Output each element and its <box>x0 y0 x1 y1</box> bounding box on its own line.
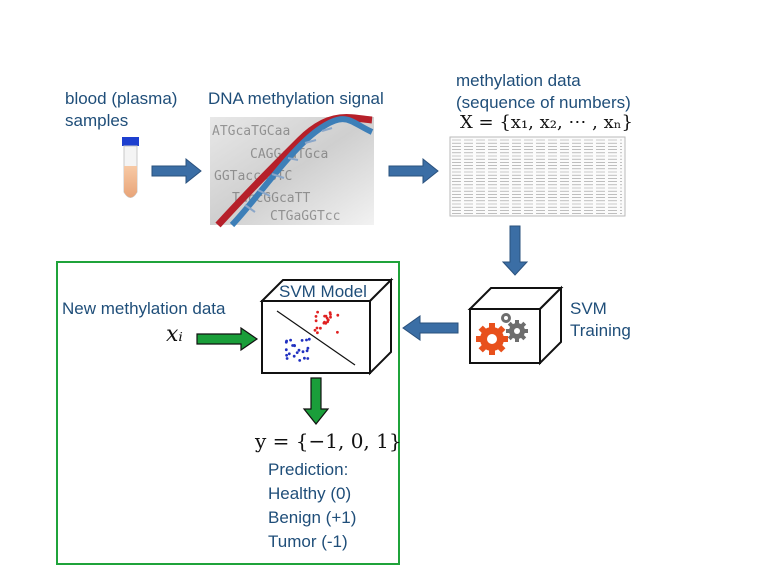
red-point <box>314 319 318 323</box>
output-formula: y = {−1, 0, 1} <box>255 429 402 453</box>
blue-cluster <box>284 337 311 362</box>
prediction-healthy: Healthy (0) <box>268 484 352 503</box>
blue-point <box>295 351 299 354</box>
red-point <box>319 326 322 330</box>
red-point <box>322 321 326 325</box>
red-point <box>329 315 332 319</box>
svg-text:CTGaGGTcc: CTGaGGTcc <box>270 209 340 224</box>
red-point <box>326 320 329 324</box>
data-formula: X = {x₁, x₂, ⋯ , xₙ} <box>460 112 633 133</box>
arrow-newdata-to-model <box>196 326 259 352</box>
arrow-training-to-model <box>402 315 459 341</box>
red-point <box>329 313 332 316</box>
arrow-dna-to-data <box>388 157 439 185</box>
data-label-line-1: methylation data <box>456 71 581 90</box>
red-point <box>336 330 339 334</box>
blood-label-line-2: samples <box>65 111 129 130</box>
arrow-model-to-output <box>302 377 330 425</box>
blue-point <box>289 338 292 342</box>
blue-point <box>301 350 305 354</box>
prediction-frame <box>56 261 400 565</box>
training-label-line-1: SVM <box>570 299 607 318</box>
test-tube-icon <box>122 137 139 198</box>
blue-point <box>303 356 306 360</box>
red-point <box>325 316 329 320</box>
svm-training-cube <box>467 285 564 366</box>
red-point <box>336 313 340 317</box>
dna-signal-label: DNA methylation signal <box>208 89 384 108</box>
prediction-benign: Benign (+1) <box>268 508 357 527</box>
red-point <box>313 328 317 332</box>
blood-label-line-1: blood (plasma) <box>65 89 178 108</box>
prediction-list: Prediction: Healthy (0) Benign (+1) Tumo… <box>268 458 356 554</box>
svg-text:ATGcaTGCaa: ATGcaTGCaa <box>212 124 290 139</box>
blue-point <box>285 339 288 343</box>
blue-point <box>307 337 311 341</box>
data-label-line-2: (sequence of numbers) <box>456 93 631 112</box>
red-point <box>316 310 319 314</box>
gears-icon <box>476 313 528 355</box>
blue-point <box>298 359 302 362</box>
prediction-heading: Prediction: <box>268 460 349 479</box>
blue-point <box>306 357 310 360</box>
blood-samples-label: blood (plasma) samples <box>65 88 177 132</box>
blue-point <box>292 344 296 347</box>
svm-model-cube <box>259 277 394 376</box>
red-point <box>323 314 326 318</box>
red-point <box>314 315 318 318</box>
blue-point <box>305 338 308 342</box>
red-point <box>315 326 319 330</box>
red-cluster <box>313 310 340 335</box>
blue-point <box>285 357 289 360</box>
blue-point <box>292 354 296 358</box>
arrow-tube-to-dna <box>151 157 202 185</box>
methylation-data-label: methylation data (sequence of numbers) <box>456 70 631 114</box>
blue-point <box>285 353 288 357</box>
blue-point <box>306 346 310 350</box>
decision-boundary <box>276 310 356 366</box>
blue-point <box>284 348 288 352</box>
spreadsheet-image <box>449 136 626 217</box>
blue-point <box>305 349 309 353</box>
blue-point <box>287 352 291 356</box>
dna-helix-image: ATGcaTGCaa CAGGcaTGca GGTaccaGTC TaccGGc… <box>210 114 374 228</box>
blue-point <box>300 339 304 342</box>
arrow-data-to-training <box>501 225 529 276</box>
training-label-line-2: Training <box>570 321 631 340</box>
svm-training-label: SVM Training <box>570 298 631 342</box>
blue-point <box>297 348 301 352</box>
new-data-label: New methylation data <box>62 299 226 318</box>
red-point <box>316 331 319 335</box>
prediction-tumor: Tumor (-1) <box>268 532 348 551</box>
new-data-symbol: xᵢ <box>166 322 183 347</box>
svm-model-label: SVM Model <box>279 282 367 301</box>
